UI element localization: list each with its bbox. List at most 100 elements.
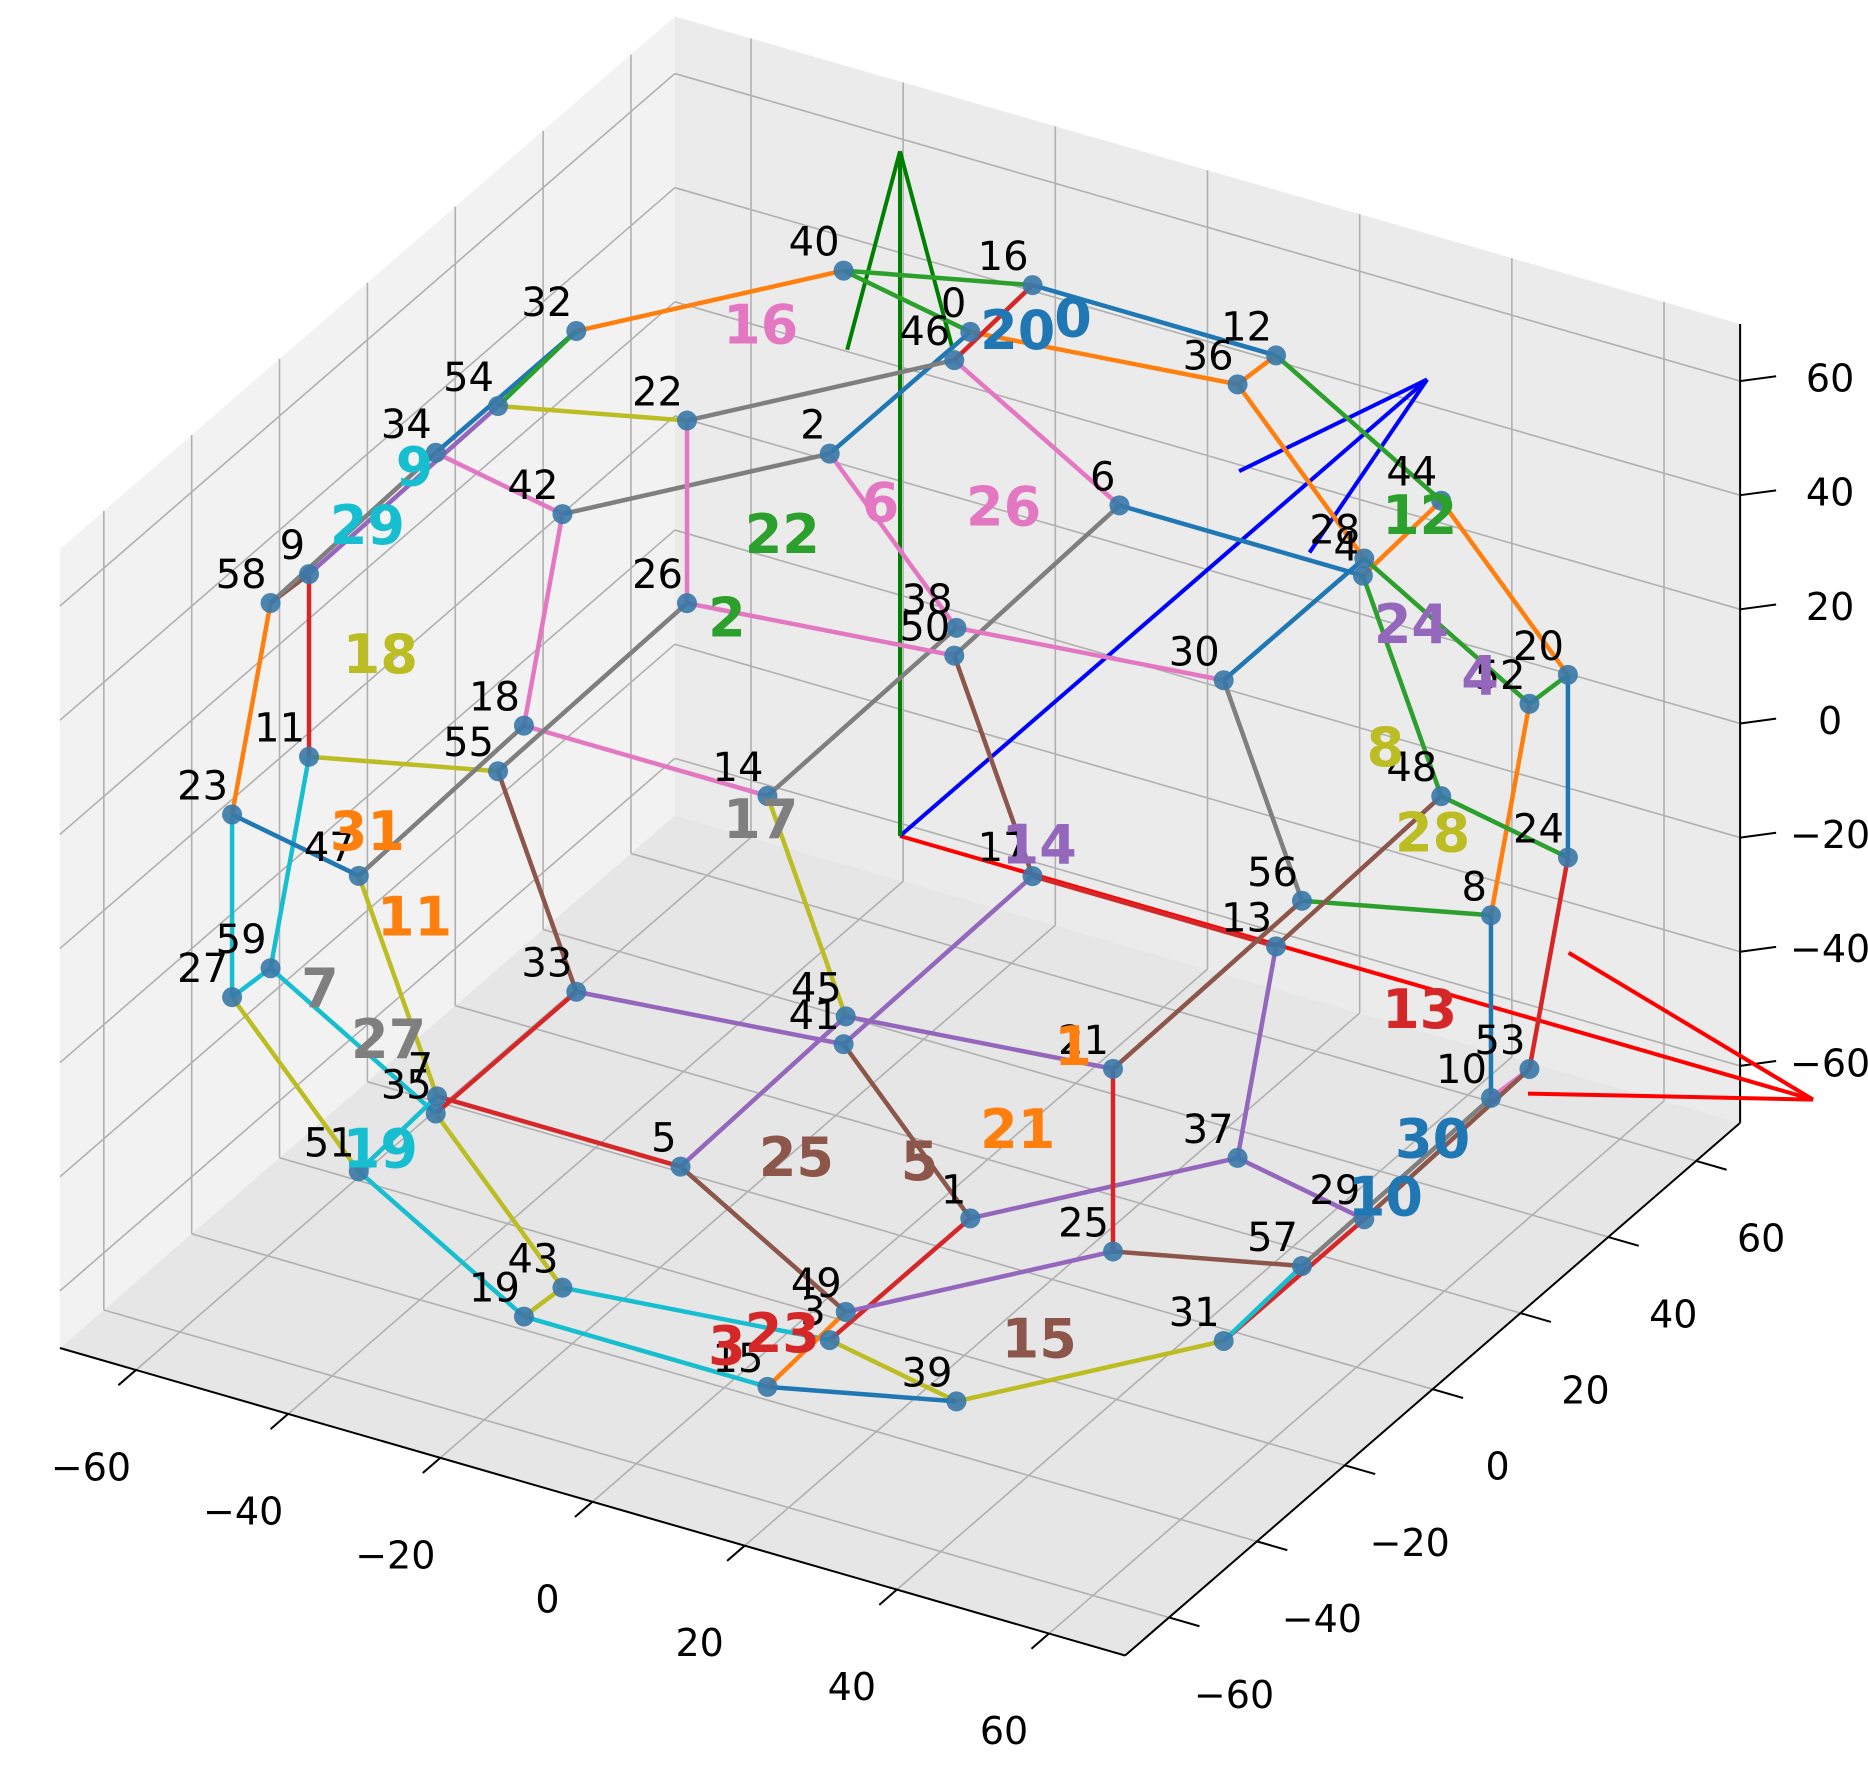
edge bbox=[268, 756, 312, 969]
edge bbox=[828, 330, 972, 456]
node-label: 13 bbox=[1221, 895, 1272, 941]
grid-line bbox=[59, 757, 676, 1292]
node-label: 26 bbox=[632, 552, 683, 598]
x-tick-label: 20 bbox=[675, 1621, 723, 1665]
grid-line bbox=[542, 928, 1609, 1238]
node-label: 20 bbox=[1513, 624, 1564, 670]
face-label: 16 bbox=[723, 294, 798, 357]
edge bbox=[497, 403, 688, 423]
node-label: 35 bbox=[381, 1062, 432, 1108]
z-tick-label: 40 bbox=[1806, 471, 1854, 515]
node-label: 0 bbox=[941, 281, 966, 327]
grid-line bbox=[59, 415, 676, 950]
edge bbox=[969, 1155, 1239, 1221]
tick-mark bbox=[1739, 945, 1777, 953]
node-label: 37 bbox=[1183, 1107, 1234, 1153]
x-tick-label: −40 bbox=[203, 1489, 283, 1533]
y-tick-label: −20 bbox=[1370, 1521, 1450, 1565]
face-label: 12 bbox=[1382, 484, 1457, 547]
grid-line bbox=[59, 72, 676, 607]
node bbox=[566, 321, 587, 342]
node-label: 5 bbox=[651, 1116, 676, 1162]
edge bbox=[1235, 945, 1279, 1159]
node-label: 15 bbox=[713, 1336, 764, 1382]
z-tick-label: 0 bbox=[1818, 699, 1842, 743]
node bbox=[1266, 936, 1287, 957]
node-label: 40 bbox=[789, 220, 840, 266]
face-label: 3 bbox=[708, 1315, 746, 1378]
y-tick-label: 0 bbox=[1486, 1445, 1510, 1489]
node bbox=[1266, 345, 1287, 366]
x-tick-label: −20 bbox=[355, 1533, 435, 1577]
edge bbox=[434, 450, 564, 517]
edge bbox=[1362, 556, 1531, 706]
tick-mark bbox=[1608, 1236, 1640, 1247]
node-label: 27 bbox=[177, 946, 228, 992]
node-label: 3 bbox=[800, 1289, 825, 1335]
face-label: 5 bbox=[901, 1130, 939, 1193]
node bbox=[944, 350, 965, 371]
node bbox=[1519, 1058, 1540, 1079]
edge bbox=[765, 626, 958, 798]
edge bbox=[1361, 499, 1443, 578]
grid-line bbox=[674, 72, 1741, 382]
edge bbox=[1301, 898, 1492, 918]
node-label: 2 bbox=[800, 403, 825, 449]
node-label: 14 bbox=[713, 745, 764, 791]
edge bbox=[436, 1094, 682, 1169]
edge bbox=[765, 1310, 848, 1389]
tick-mark bbox=[1432, 1388, 1464, 1399]
node-label: 8 bbox=[1462, 864, 1487, 910]
node-label: 22 bbox=[632, 370, 683, 416]
node-label: 6 bbox=[1090, 454, 1115, 500]
node-label: 45 bbox=[791, 965, 842, 1011]
face-label: 23 bbox=[745, 1302, 820, 1365]
tick-mark bbox=[1256, 1540, 1288, 1552]
node bbox=[960, 1208, 981, 1229]
x-tick-label: 40 bbox=[828, 1665, 876, 1709]
edge bbox=[1221, 679, 1305, 902]
node bbox=[757, 1376, 778, 1397]
node bbox=[1557, 847, 1578, 868]
edge bbox=[845, 1249, 1114, 1315]
edge bbox=[955, 625, 1225, 683]
node-label: 19 bbox=[469, 1266, 520, 1312]
face-label: 27 bbox=[351, 1008, 426, 1071]
face-label: 4 bbox=[1461, 644, 1499, 707]
node-label: 25 bbox=[1058, 1200, 1109, 1246]
arrow-head bbox=[1567, 951, 1815, 1102]
node bbox=[833, 1034, 854, 1055]
tick-mark bbox=[1520, 1312, 1552, 1323]
edge bbox=[1300, 1096, 1493, 1268]
node-label: 42 bbox=[508, 463, 559, 509]
grid-line bbox=[455, 1004, 1521, 1314]
edge bbox=[1222, 556, 1366, 682]
grid-line bbox=[674, 529, 1741, 839]
edge bbox=[521, 513, 565, 727]
node bbox=[566, 981, 587, 1002]
node bbox=[1213, 670, 1234, 691]
face-label: 7 bbox=[301, 957, 339, 1020]
node bbox=[944, 645, 965, 666]
face-label: 13 bbox=[1382, 978, 1457, 1041]
node-label: 11 bbox=[254, 706, 305, 752]
edge bbox=[1362, 1067, 1531, 1221]
face-label: 14 bbox=[1002, 813, 1077, 876]
node bbox=[488, 761, 509, 782]
edge bbox=[575, 268, 845, 334]
tick-mark bbox=[574, 1501, 594, 1518]
node-label: 53 bbox=[1475, 1018, 1526, 1064]
node-label: 29 bbox=[1309, 1168, 1360, 1214]
node-label: 31 bbox=[1169, 1290, 1220, 1336]
node bbox=[1519, 693, 1540, 714]
face-label: 19 bbox=[343, 1117, 418, 1180]
edge bbox=[1236, 1155, 1366, 1222]
tick-mark bbox=[1739, 831, 1777, 839]
edge bbox=[952, 283, 1035, 362]
node bbox=[1354, 548, 1375, 569]
node bbox=[427, 1086, 448, 1107]
grid-line bbox=[674, 643, 1741, 953]
node bbox=[1109, 495, 1130, 516]
edge bbox=[827, 452, 959, 630]
node bbox=[299, 564, 320, 585]
